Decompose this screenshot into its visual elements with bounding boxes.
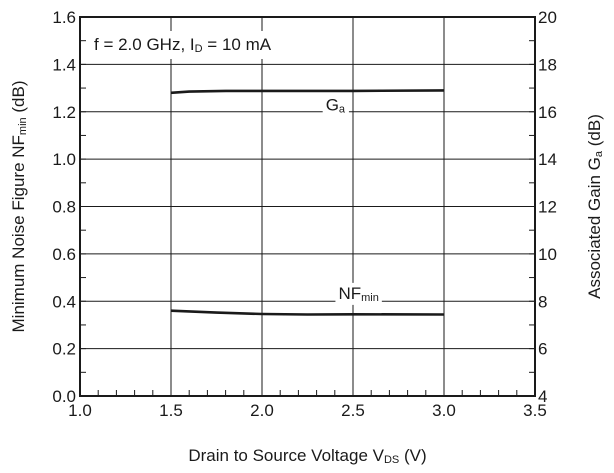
tick-labels: 1.0 1.5 2.0 2.5 3.0 3.5 0.0 0.2 0.4 0.6 0.8 1.0 1.2 1…: [52, 8, 557, 420]
y-right-tick-label: 16: [538, 103, 557, 122]
y-left-tick-label: 0.2: [52, 340, 76, 359]
y-left-tick-label: 1.4: [52, 55, 76, 74]
y-right-tick-label: 12: [538, 198, 557, 217]
x-tick-label: 2.5: [341, 401, 365, 420]
y-left-tick-label: 0.4: [52, 292, 76, 311]
series-line-ga: [170, 89, 445, 95]
x-axis-title: Drain to Source Voltage VDS (V): [188, 446, 426, 466]
y-right-tick-label: 14: [538, 150, 557, 169]
series-lines: [170, 89, 445, 316]
y-left-tick-label: 0.6: [52, 245, 76, 264]
y-right-tick-label: 18: [538, 55, 557, 74]
series-line-nfmin: [170, 309, 445, 316]
condition-annotation: f = 2.0 GHz, ID = 10 mA: [94, 35, 272, 55]
y-left-tick-label: 0.0: [52, 387, 76, 406]
series-label-nfmin: NFmin: [338, 284, 378, 304]
y-right-tick-label: 10: [538, 245, 557, 264]
y-right-tick-label: 20: [538, 8, 557, 27]
annotation-background: [88, 31, 278, 59]
x-tick-label: 1.0: [68, 401, 92, 420]
y-left-tick-label: 1.2: [52, 103, 76, 122]
x-tick-label: 3.0: [432, 401, 456, 420]
x-tick-label: 3.5: [523, 401, 547, 420]
series-label-ga: Ga: [326, 96, 346, 116]
y-right-tick-label: 8: [538, 292, 547, 311]
x-tick-label: 2.0: [250, 401, 274, 420]
x-tick-label: 1.5: [159, 401, 183, 420]
right-axis-title: Associated Gain Ga (dB): [585, 114, 605, 299]
y-left-tick-label: 1.0: [52, 150, 76, 169]
series-label-background: [335, 282, 382, 305]
plot-frame: [79, 16, 536, 397]
y-left-tick-label: 0.8: [52, 198, 76, 217]
series-label-background: [322, 94, 349, 117]
y-left-tick-label: 1.6: [52, 8, 76, 27]
y-right-tick-label: 4: [538, 387, 547, 406]
y-right-tick-label: 6: [538, 340, 547, 359]
left-axis-title: Minimum Noise Figure NFmin (dB): [9, 80, 29, 332]
grid: [79, 16, 536, 397]
